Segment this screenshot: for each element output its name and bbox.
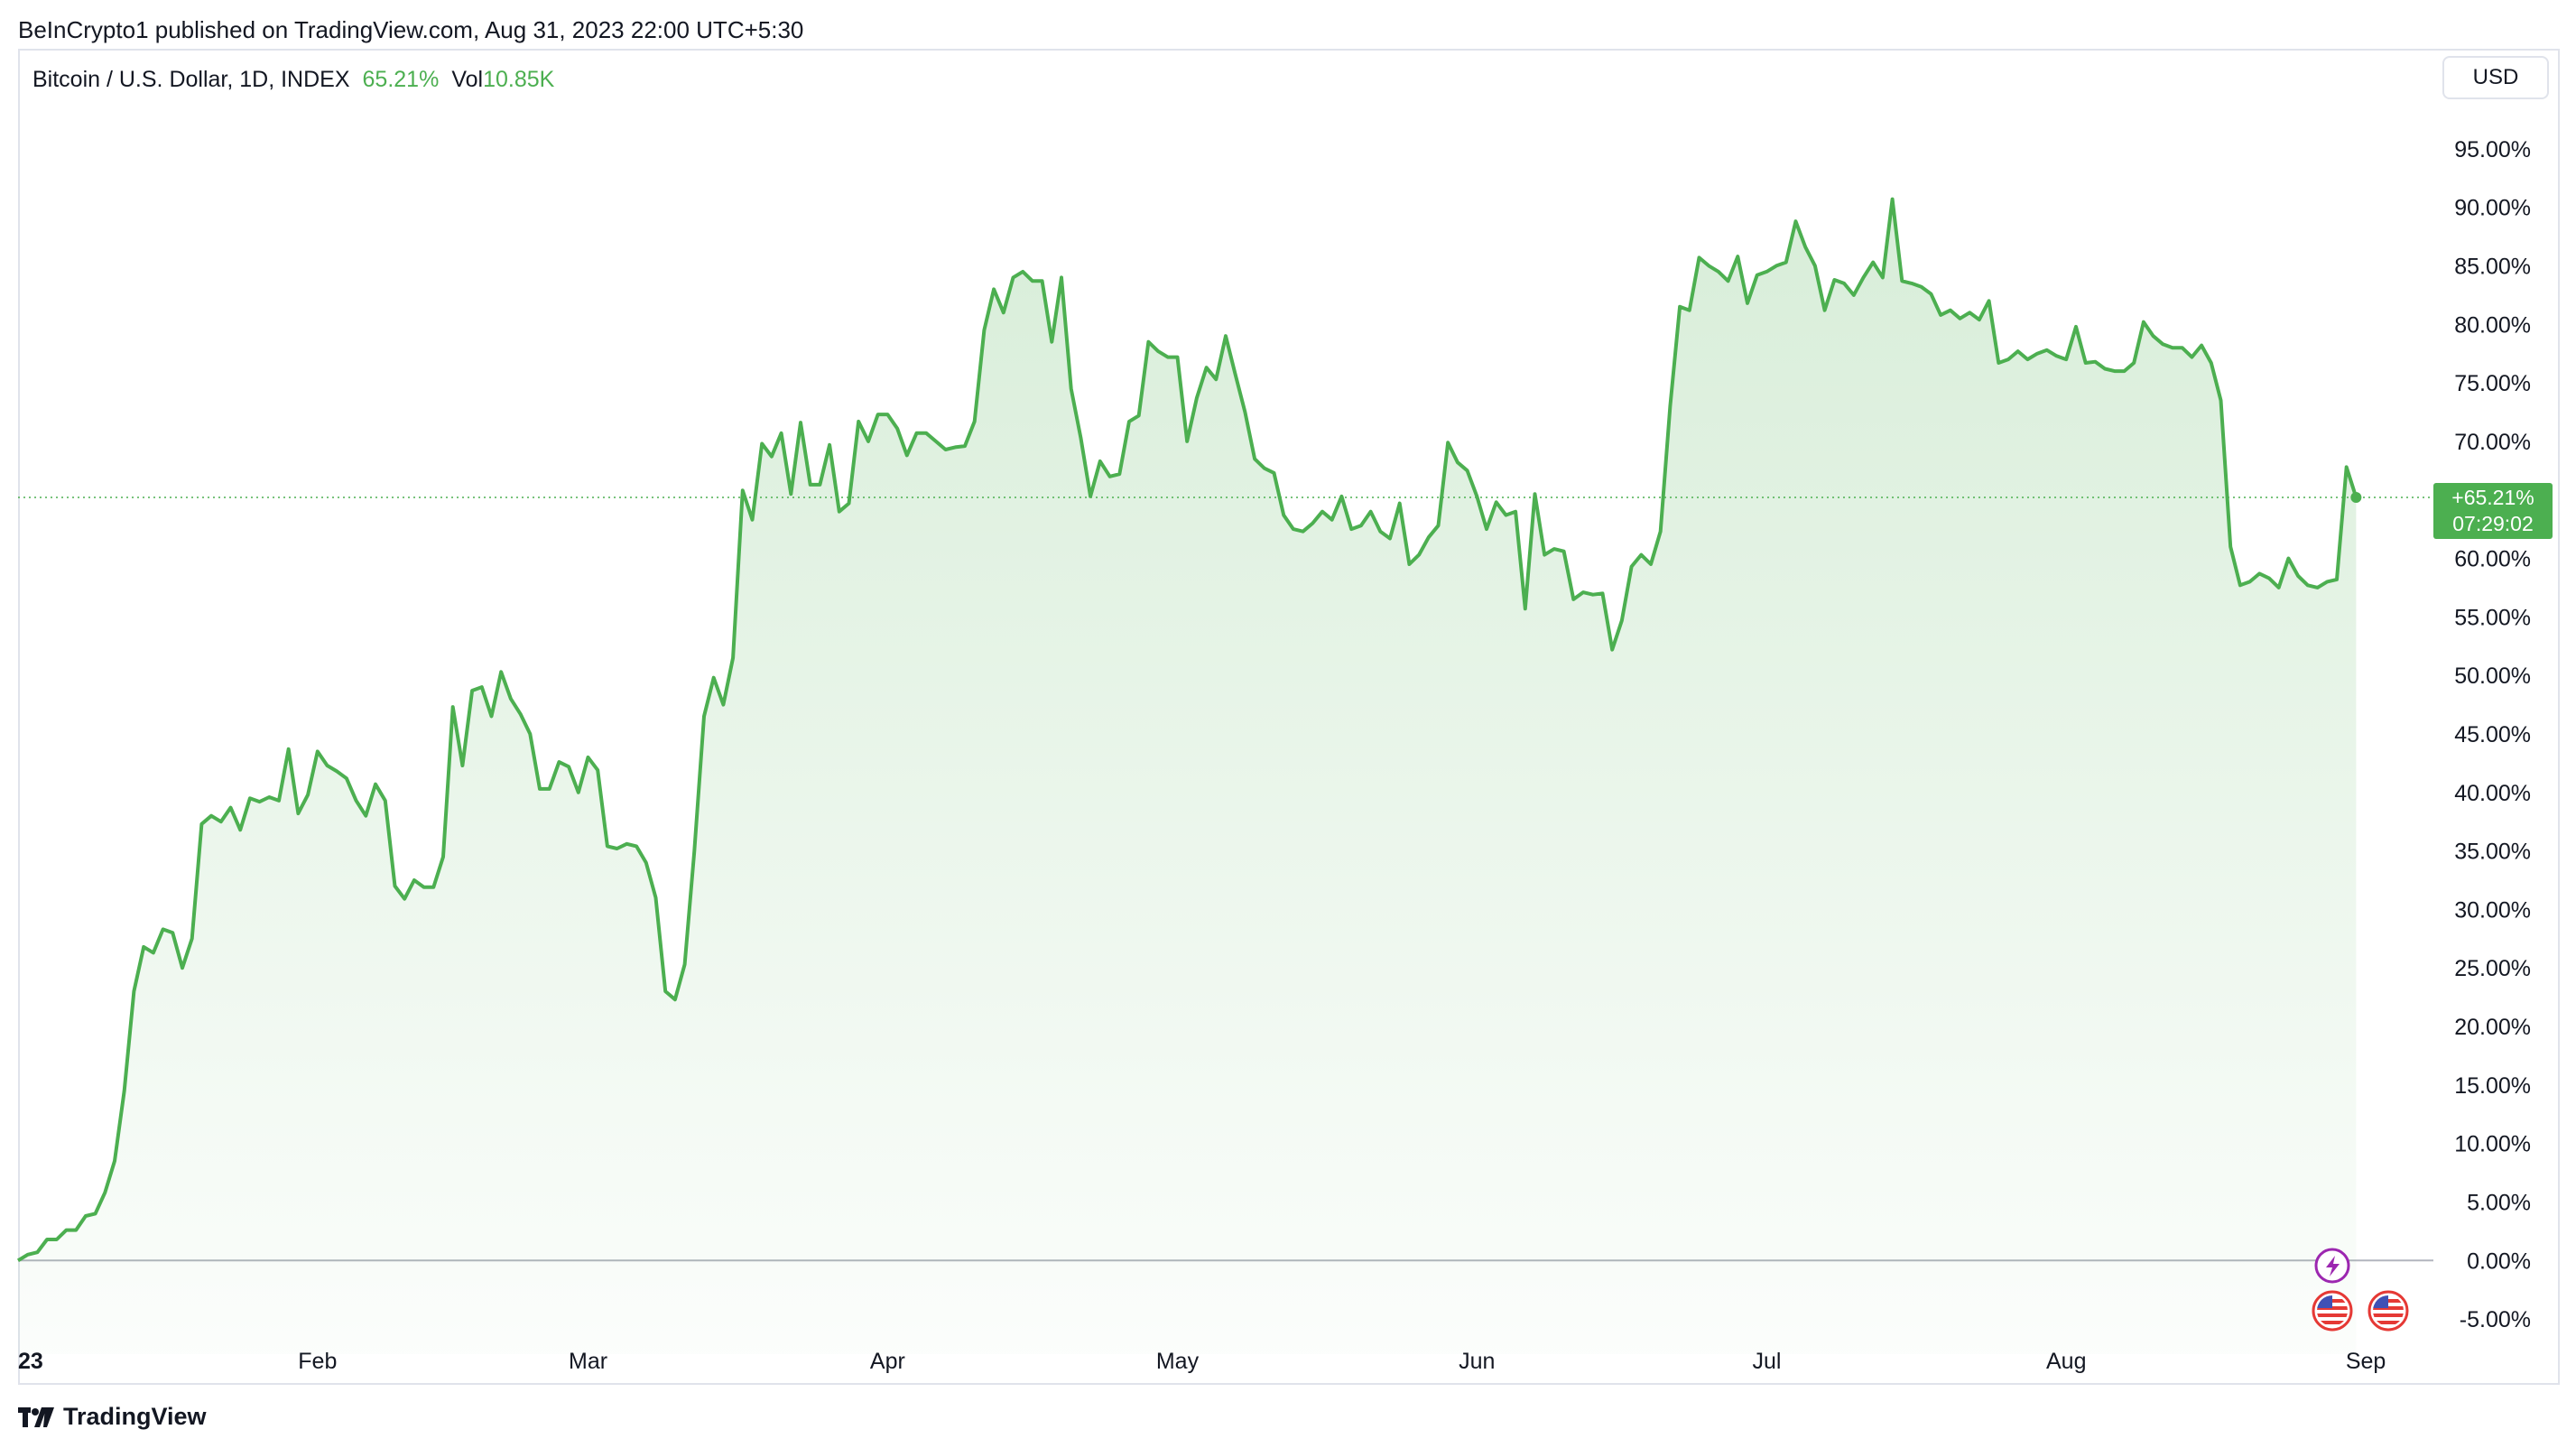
y-tick-label: 55.00%	[2454, 605, 2531, 630]
series-line[interactable]	[16, 197, 2358, 1263]
y-tick-label: 10.00%	[2454, 1132, 2531, 1157]
y-tick-label: 90.00%	[2454, 196, 2531, 221]
bar-countdown: 07:29:02	[2452, 512, 2534, 535]
last-price-label: +65.21% 07:29:02	[2433, 482, 2553, 539]
y-tick-label: 50.00%	[2454, 664, 2531, 689]
y-tick-label: 20.00%	[2454, 1015, 2531, 1040]
y-tick-label: 25.00%	[2454, 956, 2531, 981]
tradingview-logo-icon	[18, 1406, 54, 1427]
y-tick-label: 0.00%	[2467, 1248, 2531, 1274]
us-flag-event-icon[interactable]	[2312, 1290, 2353, 1332]
y-tick-label: 45.00%	[2454, 722, 2531, 747]
y-tick-label: 35.00%	[2454, 840, 2531, 865]
published-caption: BeInCrypto1 published on TradingView.com…	[18, 16, 804, 43]
volume-value: 10.85K	[483, 67, 555, 92]
last-value-point	[2350, 491, 2362, 503]
symbol-legend: Bitcoin / U.S. Dollar, 1D, INDEX 65.21% …	[32, 67, 554, 93]
footer-branding: TradingView	[18, 1403, 207, 1431]
last-price-value: +65.21%	[2451, 486, 2534, 509]
currency-button[interactable]: USD	[2442, 56, 2549, 99]
y-tick-label: 85.00%	[2454, 254, 2531, 279]
y-tick-label: 5.00%	[2467, 1190, 2531, 1215]
y-tick-label: 40.00%	[2454, 781, 2531, 806]
y-tick-label: -5.00%	[2460, 1307, 2531, 1332]
y-axis[interactable]: 95.00%90.00%85.00%80.00%75.00%70.00%65.0…	[2454, 137, 2531, 1332]
y-tick-label: 80.00%	[2454, 312, 2531, 338]
change-value: 65.21%	[362, 67, 440, 92]
volume-label: Vol	[451, 67, 484, 92]
us-flag-event-icon[interactable]	[2368, 1290, 2409, 1332]
lightning-event-icon[interactable]	[2314, 1248, 2350, 1284]
y-tick-label: 70.00%	[2454, 430, 2531, 455]
y-tick-label: 75.00%	[2454, 371, 2531, 396]
y-tick-label: 15.00%	[2454, 1073, 2531, 1099]
symbol-title[interactable]: Bitcoin / U.S. Dollar, 1D, INDEX	[32, 67, 350, 92]
y-tick-label: 30.00%	[2454, 897, 2531, 923]
tradingview-brand[interactable]: TradingView	[63, 1403, 207, 1430]
event-markers	[2312, 1248, 2409, 1332]
series-area-fill	[18, 199, 2357, 1355]
y-tick-label: 60.00%	[2454, 547, 2531, 572]
y-tick-label: 95.00%	[2454, 137, 2531, 162]
